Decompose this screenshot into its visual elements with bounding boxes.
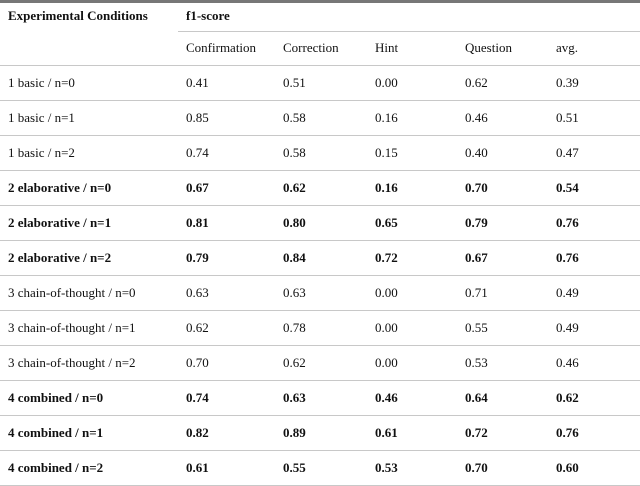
condition-cell: 2 elaborative / n=2: [8, 250, 112, 265]
score-cell: 0.80: [283, 215, 306, 230]
score-cell: 0.72: [375, 250, 398, 265]
score-cell: 0.61: [375, 425, 398, 440]
score-cell: 0.62: [186, 320, 209, 335]
row-rule: [0, 345, 640, 346]
score-cell: 0.65: [375, 215, 398, 230]
score-cell: 0.62: [283, 180, 306, 195]
group-rule: [178, 31, 640, 32]
score-cell: 0.76: [556, 250, 579, 265]
score-cell: 0.63: [186, 285, 209, 300]
score-cell: 0.16: [375, 180, 398, 195]
score-cell: 0.71: [465, 285, 488, 300]
condition-cell: 1 basic / n=1: [8, 110, 75, 125]
score-cell: 0.46: [556, 355, 579, 370]
score-cell: 0.82: [186, 425, 209, 440]
row-rule: [0, 205, 640, 206]
score-cell: 0.41: [186, 75, 209, 90]
score-cell: 0.46: [465, 110, 488, 125]
column-header: Confirmation: [186, 40, 257, 55]
score-cell: 0.79: [465, 215, 488, 230]
score-cell: 0.78: [283, 320, 306, 335]
score-cell: 0.58: [283, 110, 306, 125]
score-cell: 0.63: [283, 285, 306, 300]
score-cell: 0.70: [186, 355, 209, 370]
score-cell: 0.63: [283, 390, 306, 405]
group-header: f1-score: [186, 8, 230, 23]
score-cell: 0.51: [283, 75, 306, 90]
score-cell: 0.55: [465, 320, 488, 335]
condition-cell: 3 chain-of-thought / n=0: [8, 285, 136, 300]
condition-cell: 4 combined / n=0: [8, 390, 104, 405]
condition-cell: 2 elaborative / n=0: [8, 180, 112, 195]
column-header: avg.: [556, 40, 579, 55]
score-cell: 0.76: [556, 425, 579, 440]
score-cell: 0.79: [186, 250, 209, 265]
column-header: Question: [465, 40, 512, 55]
score-cell: 0.53: [375, 460, 398, 475]
score-cell: 0.62: [556, 390, 579, 405]
score-cell: 0.00: [375, 320, 398, 335]
header-rule: [0, 65, 640, 66]
score-cell: 0.47: [556, 145, 579, 160]
score-cell: 0.46: [375, 390, 398, 405]
row-rule: [0, 170, 640, 171]
score-cell: 0.61: [186, 460, 209, 475]
score-cell: 0.60: [556, 460, 579, 475]
column-header: Hint: [375, 40, 399, 55]
score-cell: 0.00: [375, 285, 398, 300]
score-cell: 0.62: [283, 355, 306, 370]
score-cell: 0.54: [556, 180, 579, 195]
score-cell: 0.67: [465, 250, 488, 265]
row-rule: [0, 135, 640, 136]
score-cell: 0.51: [556, 110, 579, 125]
row-rule: [0, 450, 640, 451]
condition-cell: 4 combined / n=1: [8, 425, 104, 440]
score-cell: 0.76: [556, 215, 579, 230]
score-cell: 0.39: [556, 75, 579, 90]
score-cell: 0.15: [375, 145, 398, 160]
score-cell: 0.70: [465, 180, 488, 195]
score-cell: 0.84: [283, 250, 306, 265]
row-rule: [0, 415, 640, 416]
score-cell: 0.62: [465, 75, 488, 90]
score-cell: 0.58: [283, 145, 306, 160]
score-cell: 0.49: [556, 320, 579, 335]
row-label-header: Experimental Conditions: [8, 8, 148, 23]
score-cell: 0.72: [465, 425, 488, 440]
score-cell: 0.64: [465, 390, 488, 405]
score-cell: 0.81: [186, 215, 209, 230]
row-rule: [0, 310, 640, 311]
score-cell: 0.40: [465, 145, 488, 160]
condition-cell: 3 chain-of-thought / n=1: [8, 320, 136, 335]
column-header: Correction: [283, 40, 339, 55]
score-cell: 0.67: [186, 180, 209, 195]
score-cell: 0.89: [283, 425, 306, 440]
row-rule: [0, 240, 640, 241]
score-cell: 0.53: [465, 355, 488, 370]
score-cell: 0.70: [465, 460, 488, 475]
condition-cell: 3 chain-of-thought / n=2: [8, 355, 136, 370]
condition-cell: 1 basic / n=2: [8, 145, 75, 160]
condition-cell: 4 combined / n=2: [8, 460, 104, 475]
condition-cell: 2 elaborative / n=1: [8, 215, 112, 230]
top-rule: [0, 0, 640, 3]
score-cell: 0.49: [556, 285, 579, 300]
score-cell: 0.00: [375, 75, 398, 90]
score-cell: 0.55: [283, 460, 306, 475]
score-cell: 0.16: [375, 110, 398, 125]
score-cell: 0.85: [186, 110, 209, 125]
condition-cell: 1 basic / n=0: [8, 75, 75, 90]
row-rule: [0, 275, 640, 276]
row-rule: [0, 380, 640, 381]
score-cell: 0.74: [186, 390, 209, 405]
row-rule: [0, 100, 640, 101]
score-cell: 0.74: [186, 145, 209, 160]
score-cell: 0.00: [375, 355, 398, 370]
